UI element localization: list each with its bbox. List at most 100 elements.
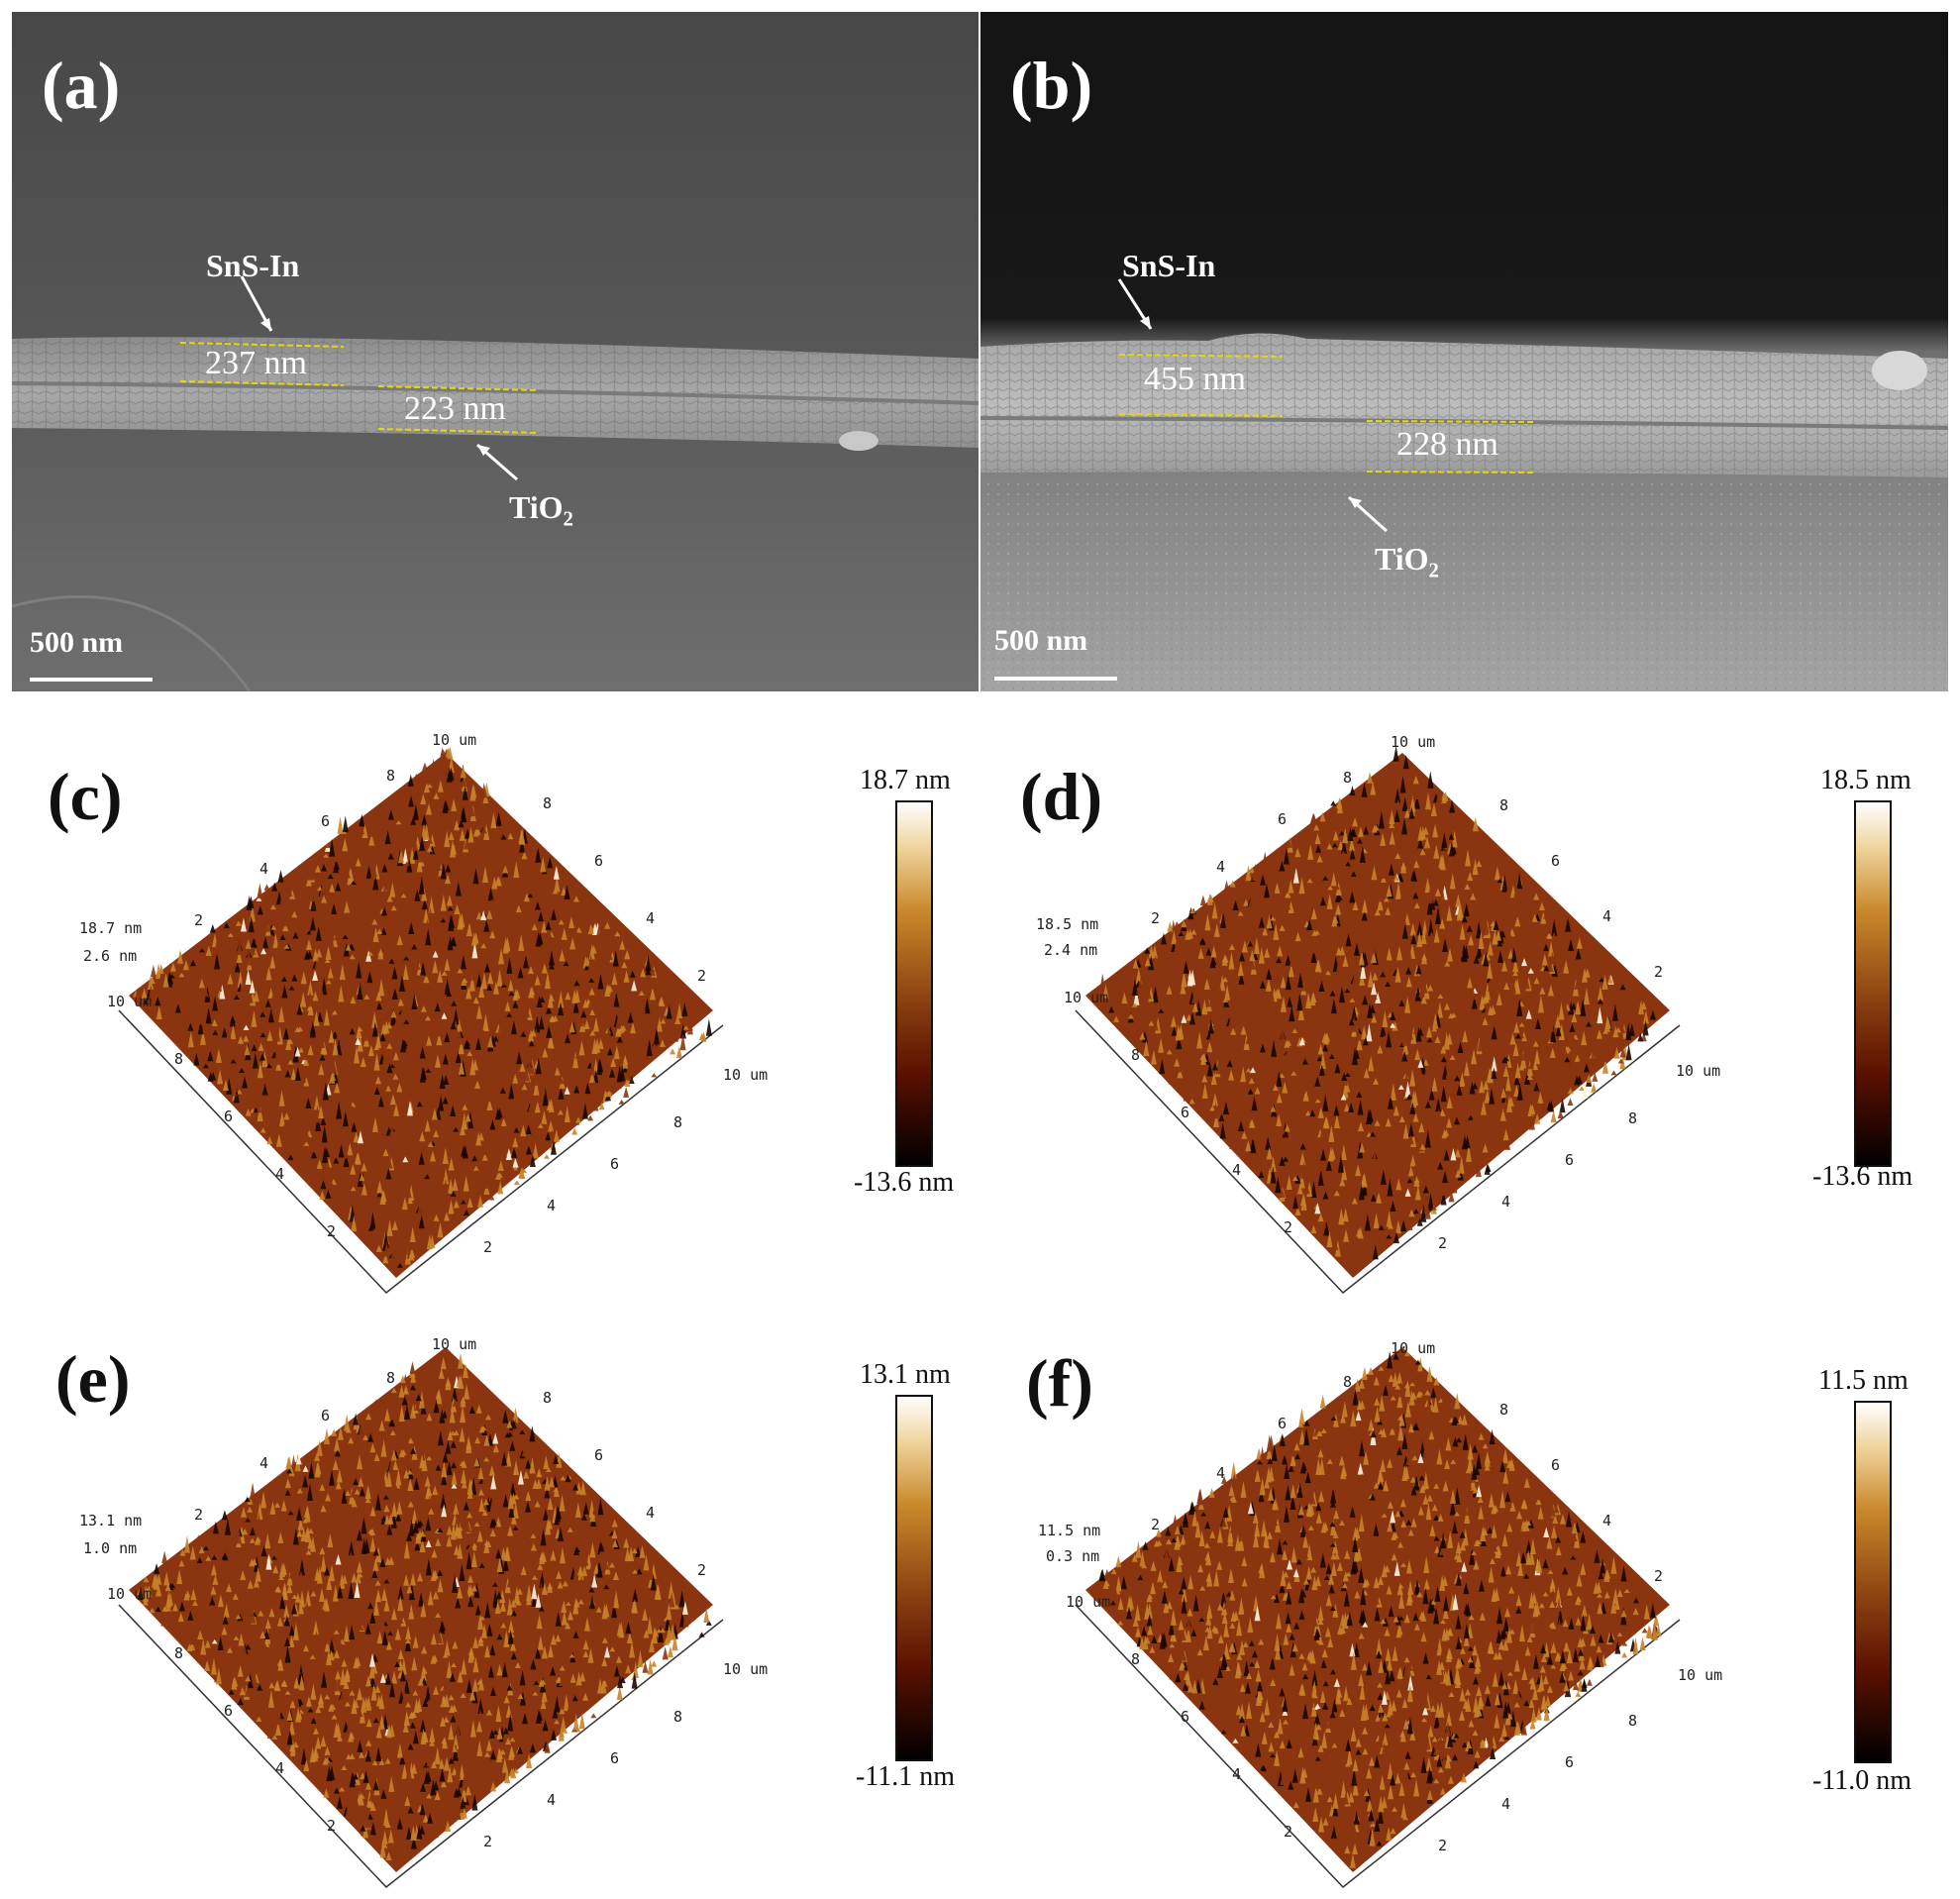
tick-left-2-c: 2 <box>327 1222 337 1240</box>
tick-back-right-8-f: 8 <box>1499 1401 1509 1419</box>
tick-front-8-f: 8 <box>1628 1712 1638 1730</box>
afm-surface-f <box>1075 1347 1681 1889</box>
afm-surface-base <box>129 753 713 1278</box>
sem-image-b <box>980 12 1948 691</box>
tick-front-8-e: 8 <box>673 1708 683 1726</box>
tick-back-left-2-d: 2 <box>1151 909 1161 927</box>
tick-back-left-2-f: 2 <box>1151 1516 1161 1533</box>
afm-surface-d <box>1075 745 1681 1295</box>
tick-left-8-d: 8 <box>1131 1046 1141 1064</box>
tick-front-2-d: 2 <box>1438 1234 1448 1252</box>
tick-back-right-2-f: 2 <box>1654 1567 1664 1585</box>
tick-front-4-f: 4 <box>1501 1795 1511 1813</box>
layer-label-sns-in-a: SnS-In <box>206 248 300 283</box>
sem-image-a <box>12 12 979 691</box>
x-axis-corner-label-d: 10 um <box>1064 989 1109 1006</box>
x-axis-top-label-c: 10 um <box>432 731 477 749</box>
afm-surface-c <box>118 746 724 1295</box>
thickness-label-top-a: 237 nm <box>205 345 307 381</box>
layer-label-tio2-b: TiO2 <box>1375 541 1439 582</box>
y-axis-right-label-c: 10 um <box>723 1066 769 1084</box>
x-axis-top-label-d: 10 um <box>1391 733 1436 751</box>
tick-front-6-e: 6 <box>610 1749 620 1767</box>
tick-back-left-8-f: 8 <box>1343 1373 1353 1391</box>
tick-back-left-2-e: 2 <box>194 1506 204 1524</box>
colorbar-c <box>895 800 933 1167</box>
tick-back-left-8-e: 8 <box>386 1369 396 1387</box>
tick-left-2-d: 2 <box>1284 1218 1293 1236</box>
layer-label-tio2-a: TiO2 <box>509 489 573 531</box>
tick-front-8-d: 8 <box>1628 1109 1638 1127</box>
tio2-sub-b: 2 <box>1428 559 1439 582</box>
panel-label-c: (c) <box>48 759 123 834</box>
x-axis-corner-label-c: 10 um <box>107 993 153 1010</box>
tick-back-left-6-e: 6 <box>321 1407 331 1424</box>
colorbar-min-label-e: -11.1 nm <box>856 1761 956 1792</box>
afm-surface-e <box>118 1347 724 1889</box>
tick-back-right-2-d: 2 <box>1654 963 1664 981</box>
x-axis-top-label-e: 10 um <box>432 1335 477 1353</box>
afm-axis-lines <box>1075 1009 1681 1295</box>
tick-back-left-2-c: 2 <box>194 911 204 929</box>
layer-label-sns-in-b: SnS-In <box>1122 248 1216 283</box>
tick-back-right-8-e: 8 <box>543 1389 553 1407</box>
tick-left-8-f: 8 <box>1131 1650 1141 1668</box>
afm-panel-e: (e) 13.1 nm -11.1 nm 13.1 nm 1.0 nm 10 u… <box>0 1308 980 1899</box>
tick-front-6-f: 6 <box>1565 1753 1575 1771</box>
tick-back-right-4-f: 4 <box>1602 1512 1612 1530</box>
colorbar-max-label-e: 13.1 nm <box>860 1359 951 1390</box>
colorbar-min-label-c: -13.6 nm <box>854 1167 955 1198</box>
colorbar-e <box>895 1395 933 1761</box>
tick-left-8-c: 8 <box>174 1050 184 1068</box>
afm-panel-f: (f) 11.5 nm -11.0 nm 11.5 nm 0.3 nm 10 u… <box>980 1308 1960 1899</box>
y-axis-right-label-e: 10 um <box>723 1660 769 1678</box>
panel-label-f: (f) <box>1026 1345 1093 1421</box>
tick-front-4-e: 4 <box>547 1791 557 1809</box>
tick-back-left-8-d: 8 <box>1343 769 1353 787</box>
afm-axis-lines <box>118 1009 724 1295</box>
tio2-sub-a: 2 <box>563 507 573 531</box>
colorbar-max-label-f: 11.5 nm <box>1818 1365 1908 1396</box>
scale-bar-a <box>30 678 153 682</box>
tick-back-right-8-c: 8 <box>543 794 553 812</box>
tick-left-6-c: 6 <box>224 1108 234 1125</box>
tick-left-2-f: 2 <box>1284 1823 1293 1841</box>
tick-back-left-4-e: 4 <box>259 1454 269 1472</box>
tick-left-4-f: 4 <box>1232 1765 1242 1783</box>
tick-front-4-c: 4 <box>547 1197 557 1214</box>
tick-left-8-e: 8 <box>174 1644 184 1662</box>
tick-back-left-6-c: 6 <box>321 812 331 830</box>
z-axis-mid-label-f: 0.3 nm <box>1046 1547 1100 1565</box>
tick-back-right-6-f: 6 <box>1551 1456 1561 1474</box>
z-axis-top-label-c: 18.7 nm <box>79 919 143 937</box>
x-axis-corner-label-e: 10 um <box>107 1585 153 1603</box>
thickness-label-bottom-a: 223 nm <box>404 390 506 427</box>
afm-surface-base <box>129 1347 713 1872</box>
z-axis-mid-label-e: 1.0 nm <box>83 1539 138 1557</box>
tick-back-left-8-c: 8 <box>386 767 396 785</box>
z-axis-mid-label-c: 2.6 nm <box>83 947 138 965</box>
tick-back-left-4-d: 4 <box>1216 858 1226 876</box>
afm-panel-c: (c) 18.7 nm -13.6 nm 18.7 nm 2.6 nm 10 u… <box>0 713 980 1298</box>
colorbar-f <box>1854 1401 1892 1763</box>
tick-back-right-4-d: 4 <box>1602 907 1612 925</box>
scale-bar-label-b: 500 nm <box>994 624 1088 657</box>
sem-panel-b: (b) SnS-In 455 nm 228 nm TiO2 500 nm <box>980 12 1948 691</box>
afm-axis-lines <box>118 1604 724 1889</box>
y-axis-right-label-d: 10 um <box>1676 1062 1721 1080</box>
tio2-text-b: TiO <box>1375 541 1429 577</box>
colorbar-max-label-d: 18.5 nm <box>1820 765 1911 795</box>
tick-left-2-e: 2 <box>327 1817 337 1835</box>
tick-left-4-d: 4 <box>1232 1161 1242 1179</box>
z-axis-top-label-d: 18.5 nm <box>1036 915 1099 933</box>
z-axis-top-label-f: 11.5 nm <box>1038 1522 1101 1539</box>
colorbar-d <box>1854 800 1892 1167</box>
colorbar-max-label-c: 18.7 nm <box>860 765 951 795</box>
tick-back-right-4-c: 4 <box>646 909 656 927</box>
tick-back-right-8-d: 8 <box>1499 796 1509 814</box>
tick-front-2-f: 2 <box>1438 1837 1448 1854</box>
tick-back-right-2-c: 2 <box>697 967 707 985</box>
colorbar-min-label-d: -13.6 nm <box>1812 1161 1913 1192</box>
tick-left-4-e: 4 <box>275 1759 285 1777</box>
tick-front-2-e: 2 <box>483 1833 493 1850</box>
